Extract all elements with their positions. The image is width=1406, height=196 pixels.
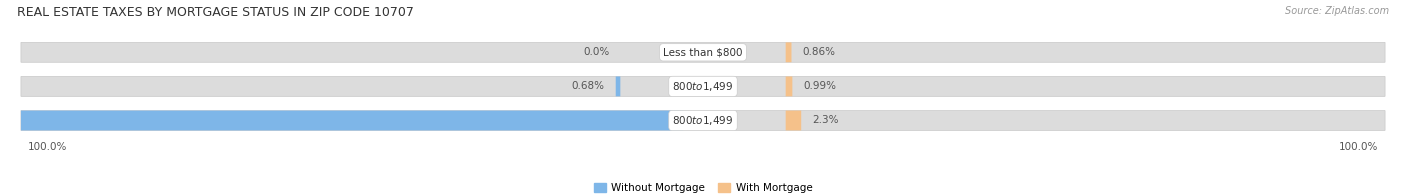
Text: 0.86%: 0.86% xyxy=(803,47,835,57)
Text: Source: ZipAtlas.com: Source: ZipAtlas.com xyxy=(1285,6,1389,16)
Text: 98.1%: 98.1% xyxy=(0,115,15,125)
FancyBboxPatch shape xyxy=(21,111,683,130)
Text: 2.3%: 2.3% xyxy=(813,115,839,125)
Text: 0.0%: 0.0% xyxy=(583,47,609,57)
FancyBboxPatch shape xyxy=(21,111,1385,130)
Text: 100.0%: 100.0% xyxy=(28,142,67,152)
Legend: Without Mortgage, With Mortgage: Without Mortgage, With Mortgage xyxy=(589,179,817,196)
Text: Less than $800: Less than $800 xyxy=(664,47,742,57)
Text: 0.99%: 0.99% xyxy=(803,81,837,91)
FancyBboxPatch shape xyxy=(616,76,620,96)
FancyBboxPatch shape xyxy=(786,111,801,130)
FancyBboxPatch shape xyxy=(21,42,1385,62)
FancyBboxPatch shape xyxy=(786,42,792,62)
Text: $800 to $1,499: $800 to $1,499 xyxy=(672,80,734,93)
Text: 0.68%: 0.68% xyxy=(572,81,605,91)
FancyBboxPatch shape xyxy=(786,76,793,96)
Text: 100.0%: 100.0% xyxy=(1339,142,1378,152)
Text: $800 to $1,499: $800 to $1,499 xyxy=(672,114,734,127)
Text: REAL ESTATE TAXES BY MORTGAGE STATUS IN ZIP CODE 10707: REAL ESTATE TAXES BY MORTGAGE STATUS IN … xyxy=(17,6,413,19)
FancyBboxPatch shape xyxy=(21,76,1385,96)
